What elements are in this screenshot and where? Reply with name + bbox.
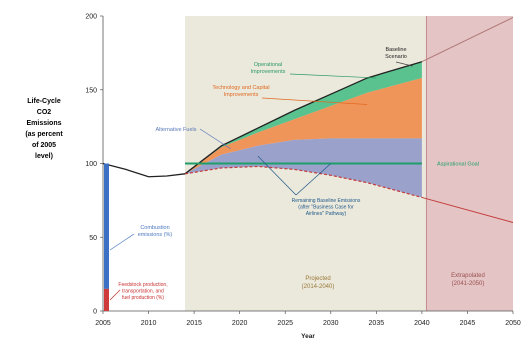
baseline-extrapolation-line xyxy=(421,17,514,63)
y-tick-label: 100 xyxy=(85,161,97,168)
band-operational-improvements xyxy=(185,61,422,174)
stacked-areas xyxy=(185,61,422,198)
bar-segment-combustion xyxy=(104,163,109,289)
bar-segment-feedstock xyxy=(104,288,109,311)
series-lines xyxy=(102,17,514,223)
remaining-emissions-dashed-line xyxy=(184,165,423,199)
annotation-remaining-gap: Remaining Baseline Emissions xyxy=(292,198,361,204)
annotation-combustion-emissions: emissions (%) xyxy=(138,232,173,238)
baseline-line xyxy=(184,61,423,175)
x-tick-label: 2015 xyxy=(186,320,202,327)
y-axis-label: Life-Cycle CO2 Emissions (as percent of … xyxy=(4,96,84,162)
annotation-projected-period: Projected xyxy=(305,276,330,282)
ylabel-line: Life-Cycle xyxy=(27,98,61,105)
x-tick-label: 2050 xyxy=(505,320,521,327)
annotation-operational-improvements: Operational xyxy=(254,62,282,68)
annotation-baseline-scenario: Baseline xyxy=(385,47,406,53)
band-technology-improvements xyxy=(185,77,422,174)
leader-alternative-fuels xyxy=(199,128,231,150)
leader-remaining-2 xyxy=(295,163,332,196)
annotation-remaining-gap: Airlines" Pathway) xyxy=(306,211,347,217)
annotation-aspirational-goal: Aspirational Goal xyxy=(437,162,479,168)
annotations: BaselineScenarioOperationalImprovementsT… xyxy=(109,47,485,301)
leader-remaining-1 xyxy=(257,155,297,196)
x-tick-label: 2020 xyxy=(232,320,248,327)
leader-operational xyxy=(289,73,377,79)
annotation-projected-period: (2014-2040) xyxy=(302,284,335,290)
x-tick-label: 2040 xyxy=(414,320,430,327)
x-tick-label: 2010 xyxy=(141,320,157,327)
annotation-combustion-emissions: Combustion xyxy=(140,225,169,231)
y-tick-label: 200 xyxy=(85,14,97,21)
annotation-technology-improvements: Improvements xyxy=(224,92,259,98)
annotation-extrapolated-period: Extrapolated xyxy=(451,273,485,279)
history-line xyxy=(102,162,186,178)
x-tick-label: 2045 xyxy=(460,320,476,327)
x-tick-label: 2005 xyxy=(95,320,111,327)
annotation-alternative-fuels: Alternative Fuels xyxy=(156,127,197,133)
x-tick-label: 2035 xyxy=(369,320,385,327)
ylabel-line: level) xyxy=(35,153,53,160)
x-tick-label: 2025 xyxy=(277,320,293,327)
annotation-remaining-gap: (after "Business Case for xyxy=(298,205,354,211)
y-tick-label: 50 xyxy=(89,235,97,242)
remaining-emissions-extrapolation xyxy=(421,196,514,223)
ylabel-line: of 2005 xyxy=(31,142,57,149)
annotation-feedstock-emissions: Feedstock production, xyxy=(118,282,167,288)
leader-feedstock xyxy=(109,289,121,301)
y-tick-label: 150 xyxy=(85,87,97,94)
leader-technology xyxy=(261,97,368,105)
annotation-baseline-scenario: Scenario xyxy=(385,54,407,60)
leader-baseline xyxy=(395,61,413,67)
ylabel-line: Emissions xyxy=(26,120,62,127)
annotation-feedstock-emissions: fuel production (%) xyxy=(122,295,164,301)
x-axis-label: Year xyxy=(301,333,315,340)
region-extrapolated xyxy=(426,16,513,311)
axis-ticks: 2005 2010 2015 2020 2025 2030 2035 2040 2045 2050… xyxy=(85,14,521,341)
leader-combustion xyxy=(109,233,135,251)
annotation-extrapolated-period: (2041-2050) xyxy=(452,281,485,287)
annotation-feedstock-emissions: transportation, and xyxy=(122,289,164,295)
ylabel-line: CO2 xyxy=(36,109,52,116)
stacked-bar-2005 xyxy=(104,163,109,311)
annotation-technology-improvements: Technology and Capital xyxy=(212,85,269,91)
x-tick-label: 2030 xyxy=(323,320,339,327)
ylabel-line: (as percent xyxy=(25,131,63,138)
band-remaining-emissions xyxy=(185,138,422,198)
annotation-operational-improvements: Improvements xyxy=(251,69,286,75)
y-tick-label: 0 xyxy=(93,309,97,316)
